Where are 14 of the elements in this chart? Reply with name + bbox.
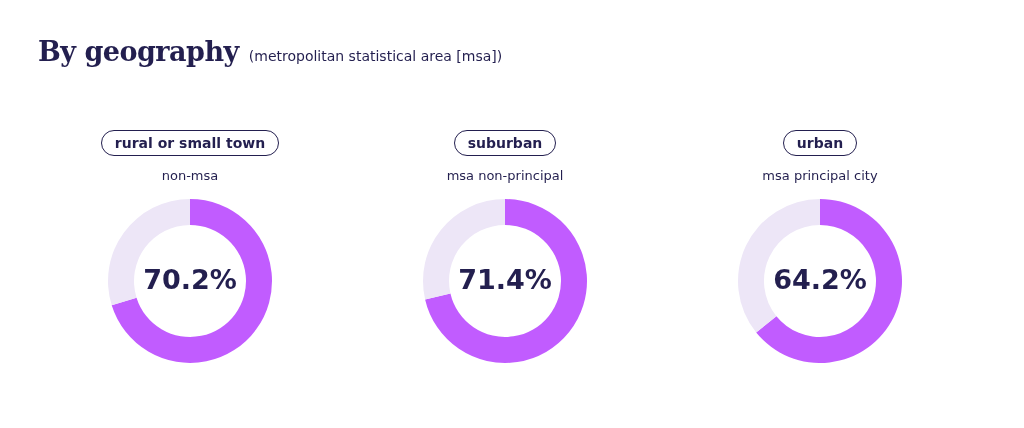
chart-subtitle: non-msa xyxy=(160,168,220,183)
data-label: 71.4% xyxy=(458,264,552,295)
chart-title: suburban xyxy=(453,130,557,156)
chart-title: urban xyxy=(782,130,858,156)
donut-slice xyxy=(111,199,272,363)
text: (metropolitan statistical area [msa]) xyxy=(248,48,503,64)
donut-slice xyxy=(756,199,902,363)
chart-subtitle: msa non-principal xyxy=(445,168,565,183)
text: By geography xyxy=(38,36,239,67)
donut-slice xyxy=(425,199,587,363)
data-label: 70.2% xyxy=(143,264,237,295)
data-label: 64.2% xyxy=(773,264,867,295)
chart-title: rural or small town xyxy=(100,130,280,156)
chart-subtitle: msa principal city xyxy=(761,168,879,183)
